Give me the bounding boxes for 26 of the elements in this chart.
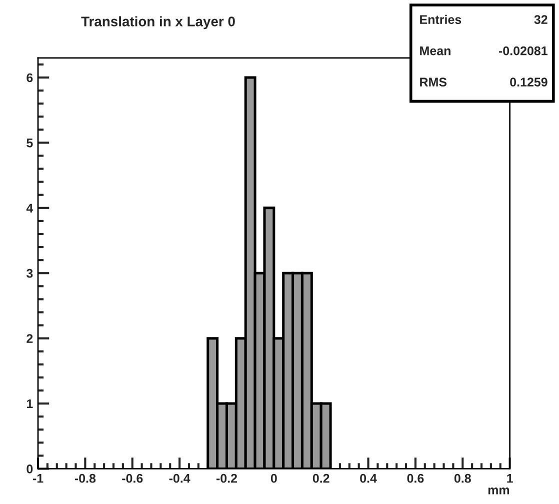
y-tick-label: 5 xyxy=(26,138,33,148)
x-tick-label: -0.8 xyxy=(74,474,96,483)
text: 0.1259 xyxy=(510,78,548,87)
x-axis-title: mm xyxy=(488,488,510,494)
x-tick-label: -0.4 xyxy=(169,474,190,483)
annotation: RMS xyxy=(420,78,447,87)
x-tick-label: 0 xyxy=(270,474,277,483)
x-tick-label: 0.6 xyxy=(407,474,424,483)
x-tick-label: -0.6 xyxy=(122,474,143,483)
x-tick-label: 0.2 xyxy=(312,474,330,483)
y-tick-label: 4 xyxy=(26,204,34,212)
text: 32 xyxy=(534,15,548,24)
x-tick-label: -1 xyxy=(32,474,44,483)
x-tick-label: 0.4 xyxy=(360,474,377,483)
text: Entries xyxy=(420,14,462,24)
y-tick-label: 2 xyxy=(26,334,33,343)
x-tick-label: -0.2 xyxy=(216,474,237,483)
y-tick-label: 6 xyxy=(26,73,33,82)
x-tick-label: 0.8 xyxy=(454,474,471,483)
y-tick-label: 1 xyxy=(26,399,33,408)
chart-title: Translation in x Layer 0 xyxy=(81,16,235,30)
y-tick-label: 3 xyxy=(26,268,33,278)
x-tick-label: 1 xyxy=(507,474,513,483)
text: Mean xyxy=(420,46,450,56)
text: -0.02081 xyxy=(498,46,548,56)
y-tick-label: 0 xyxy=(26,464,33,474)
